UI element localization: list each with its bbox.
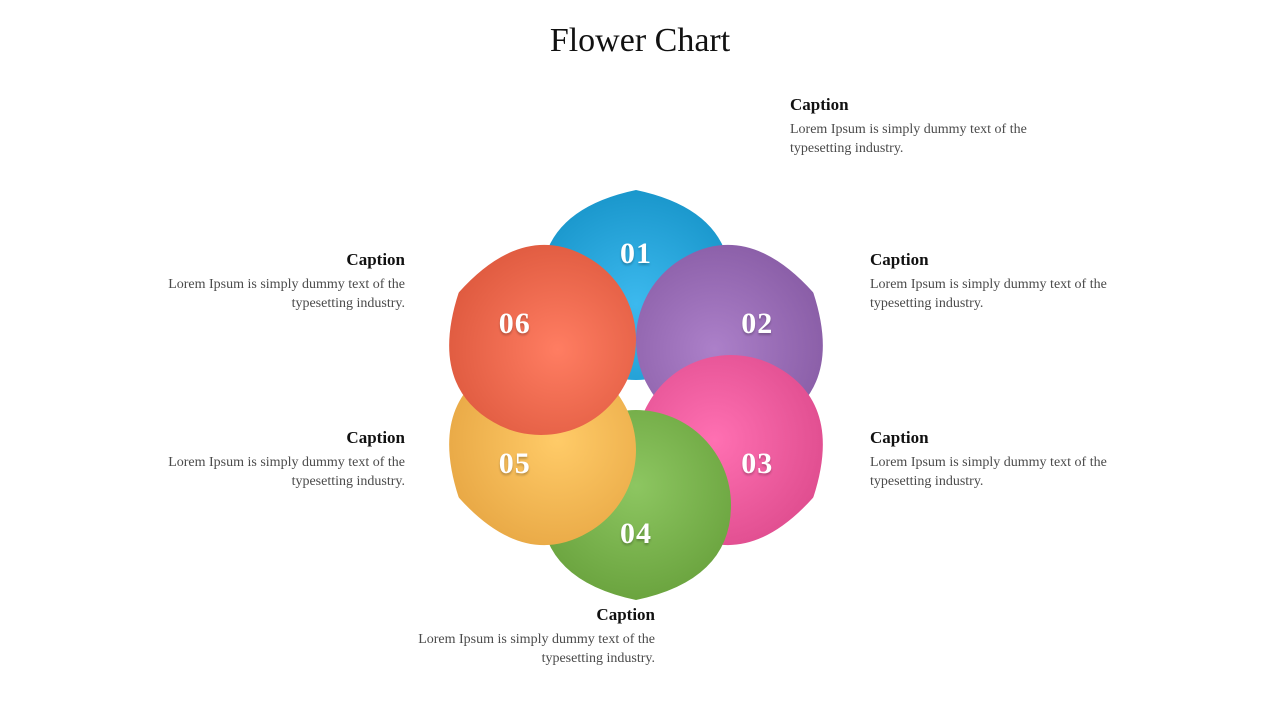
- caption-01: Caption Lorem Ipsum is simply dummy text …: [790, 95, 1060, 159]
- caption-body-05: Lorem Ipsum is simply dummy text of the …: [135, 454, 405, 492]
- caption-06: Caption Lorem Ipsum is simply dummy text …: [135, 250, 405, 314]
- petal-number-05: 05: [499, 447, 531, 481]
- flower-chart: 01 Caption Lorem Ipsum is simply dummy tex…: [0, 0, 1280, 720]
- petal-number-02: 02: [741, 307, 773, 341]
- petal-number-04: 04: [620, 517, 652, 551]
- caption-title-02: Caption: [870, 250, 1140, 270]
- caption-03: Caption Lorem Ipsum is simply dummy text …: [870, 428, 1140, 492]
- caption-body-01: Lorem Ipsum is simply dummy text of the …: [790, 121, 1060, 159]
- caption-title-01: Caption: [790, 95, 1060, 115]
- petal-number-01: 01: [620, 237, 652, 271]
- caption-title-03: Caption: [870, 428, 1140, 448]
- caption-body-02: Lorem Ipsum is simply dummy text of the …: [870, 276, 1140, 314]
- petal-number-03: 03: [741, 447, 773, 481]
- caption-title-05: Caption: [135, 428, 405, 448]
- caption-title-04: Caption: [385, 605, 655, 625]
- caption-body-06: Lorem Ipsum is simply dummy text of the …: [135, 276, 405, 314]
- caption-body-04: Lorem Ipsum is simply dummy text of the …: [385, 631, 655, 669]
- caption-04: Caption Lorem Ipsum is simply dummy text …: [385, 605, 655, 669]
- caption-05: Caption Lorem Ipsum is simply dummy text …: [135, 428, 405, 492]
- petal-number-06: 06: [499, 307, 531, 341]
- caption-body-03: Lorem Ipsum is simply dummy text of the …: [870, 454, 1140, 492]
- caption-title-06: Caption: [135, 250, 405, 270]
- caption-02: Caption Lorem Ipsum is simply dummy text …: [870, 250, 1140, 314]
